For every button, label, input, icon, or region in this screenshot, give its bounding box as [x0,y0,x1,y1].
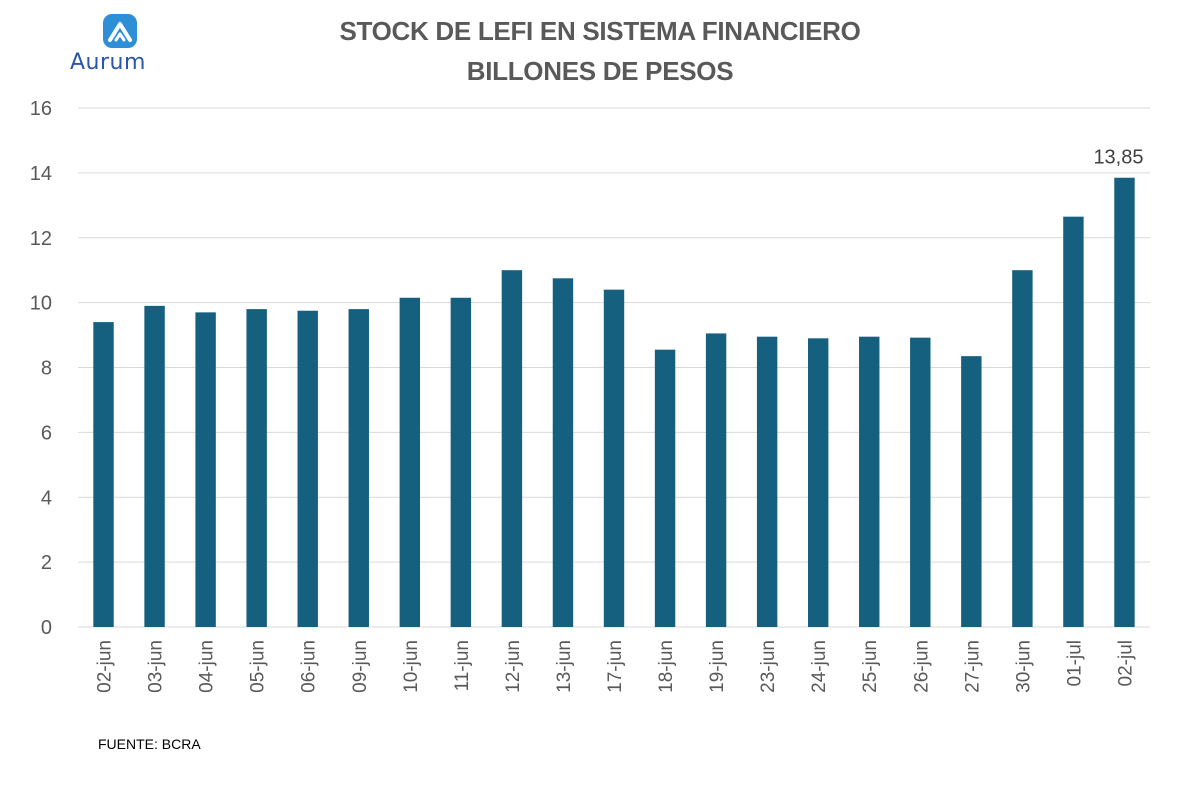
x-tick-label: 12-jun [503,640,524,693]
bar [603,289,625,627]
bar [450,297,472,627]
x-tick-label: 24-jun [809,640,830,693]
bar [756,336,778,627]
y-tick-label: 8 [41,358,52,380]
x-tick-label: 23-jun [758,640,779,693]
x-tick-label: 30-jun [1013,640,1034,693]
y-tick-label: 10 [30,293,52,315]
logo-text: Aurum [70,50,146,75]
x-tick-label: 27-jun [962,640,983,693]
x-tick-label: 11-jun [452,640,473,691]
bar [501,270,523,627]
x-tick-label: 03-jun [146,640,167,693]
bars [93,177,1135,627]
y-tick-label: 14 [30,163,52,185]
y-tick-label: 16 [30,98,52,120]
data-labels: 13,85 [1093,147,1143,169]
bar [1063,216,1084,627]
x-tick-label: 17-jun [605,640,626,693]
aurum-logo-icon [103,14,137,48]
x-tick-label: 19-jun [707,640,728,693]
y-tick-label: 12 [30,228,52,250]
bar [246,309,267,627]
source-note: FUENTE: BCRA [98,736,201,752]
x-tick-label: 10-jun [401,640,422,693]
bar [144,305,165,627]
bar [910,337,931,627]
bar [705,333,727,627]
x-tick-label: 02-jul [1115,640,1136,686]
data-label: 13,85 [1093,147,1143,169]
bar [93,322,114,627]
y-tick-label: 6 [41,422,52,444]
chart-title: STOCK DE LEFI EN SISTEMA FINANCIERO [339,16,861,46]
x-axis-tick-labels: 02-jun 03-jun 04-jun 05-jun 06-jun 09-jun 10-j… [95,640,1137,693]
bar [859,336,880,627]
bar [1114,177,1135,627]
bar [195,312,216,627]
y-axis-tick-labels: 0 2 4 6 8 10 12 14 16 [30,98,52,639]
bar [297,310,318,627]
x-tick-label: 01-jul [1064,640,1085,686]
y-tick-label: 4 [41,487,52,509]
bar [807,338,829,627]
bar [399,297,421,627]
bar [961,356,982,627]
chart-subtitle: BILLONES DE PESOS [466,56,734,86]
bar [348,309,369,627]
x-tick-label: 05-jun [248,640,269,693]
x-tick-label: 09-jun [350,640,371,693]
x-tick-label: 04-jun [197,640,218,693]
bar [1012,270,1033,627]
x-tick-label: 26-jun [911,640,932,693]
x-tick-label: 18-jun [656,640,677,693]
bar [552,278,574,627]
x-tick-label: 13-jun [554,640,575,693]
y-tick-label: 2 [41,552,52,574]
x-tick-label: 25-jun [860,640,881,693]
bar [654,349,676,627]
x-tick-label: 06-jun [299,640,320,693]
y-tick-label: 0 [41,617,52,639]
x-tick-label: 02-jun [95,640,116,693]
